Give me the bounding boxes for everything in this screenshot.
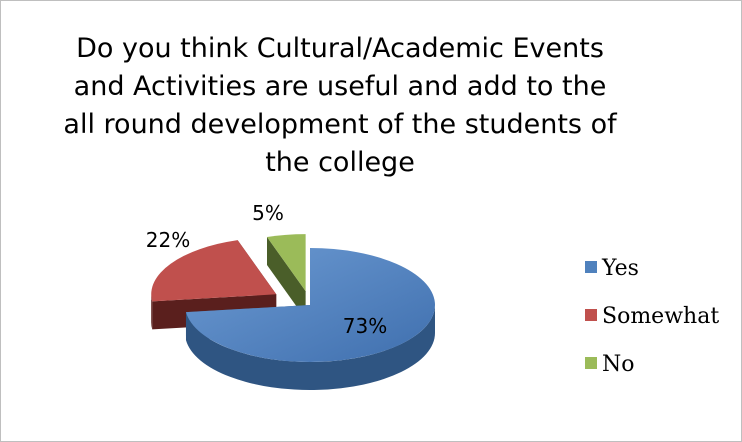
pie-group — [151, 234, 436, 391]
legend-item-no: No — [585, 351, 719, 399]
pie-slice-yes — [185, 248, 436, 391]
pie-slice-no — [266, 234, 306, 320]
legend-swatch-yes — [585, 261, 597, 273]
pie-slice-top-somewhat — [151, 240, 277, 302]
legend-label-no: No — [602, 352, 635, 377]
data-label-yes: 73% — [343, 314, 387, 338]
chart-title: Do you think Cultural/Academic Events an… — [63, 33, 617, 178]
legend: Yes Somewhat No — [585, 255, 719, 399]
pie-slice-top-no — [266, 234, 306, 292]
legend-label-yes: Yes — [602, 256, 639, 281]
pie-slice-top-yes — [185, 248, 436, 363]
pie-slice-rim-somewhat — [151, 294, 153, 330]
legend-item-somewhat: Somewhat — [585, 303, 719, 351]
data-label-somewhat: 22% — [146, 228, 190, 252]
pie-slice-rim-yes — [185, 305, 435, 391]
pie-slice-wall-no — [266, 236, 306, 320]
data-labels: 73% 22% 5% — [146, 201, 387, 338]
legend-swatch-no — [585, 357, 597, 369]
legend-swatch-somewhat — [585, 309, 597, 321]
legend-item-yes: Yes — [585, 255, 719, 303]
data-label-no: 5% — [252, 201, 284, 225]
legend-label-somewhat: Somewhat — [602, 304, 720, 329]
